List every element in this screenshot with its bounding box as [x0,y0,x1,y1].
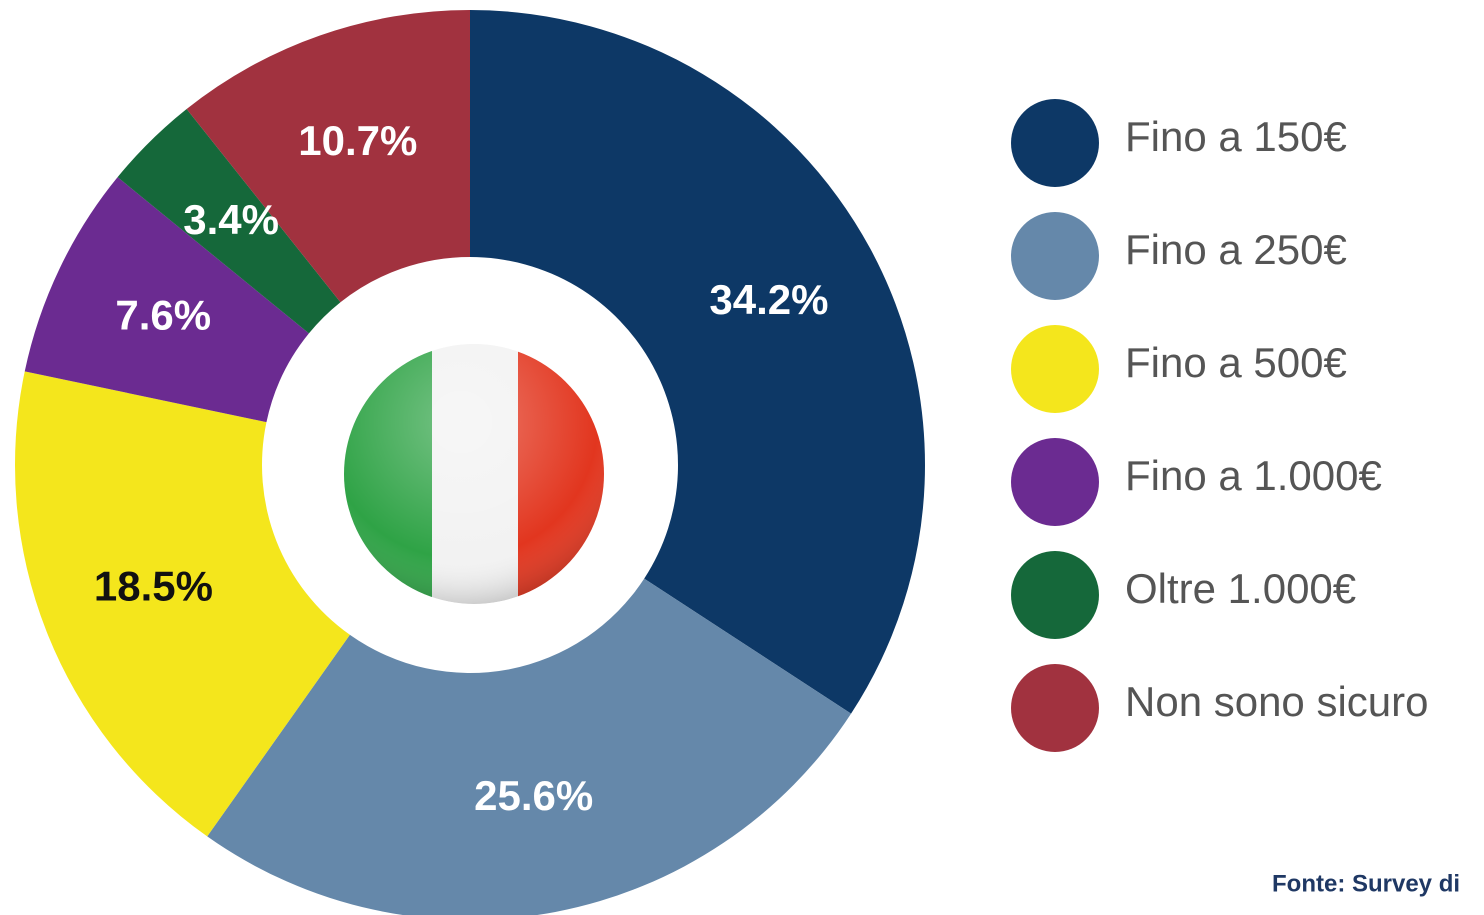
value-label: 3.4% [183,196,279,243]
legend-swatch [1011,551,1099,639]
legend-swatch [1011,664,1099,752]
slice [207,578,852,915]
source: Fonte: Survey di [1272,870,1460,897]
value-label: 34.2% [709,276,828,323]
value-label: 25.6% [474,772,593,819]
value-label: 18.5% [94,562,213,609]
flag [344,344,604,604]
legend-swatch [1011,438,1099,526]
slice [186,10,470,303]
legend-label: Fino a 500€ [1125,339,1347,386]
slice [24,177,309,423]
donut [14,10,926,915]
legend-label: Fino a 1.000€ [1125,452,1382,499]
value-label: 10.7% [298,117,417,164]
legend-swatch [1011,325,1099,413]
legend-swatch [1011,99,1099,187]
legend-label: Non sono sicuro [1125,678,1429,725]
legend-label: Fino a 250€ [1125,226,1347,273]
legend-label: Oltre 1.000€ [1125,565,1356,612]
legend-swatch [1011,212,1099,300]
slice [470,10,926,714]
legend-label: Fino a 150€ [1125,113,1347,160]
slice [14,371,350,837]
value-label: 7.6% [115,291,211,338]
slice [117,109,341,334]
